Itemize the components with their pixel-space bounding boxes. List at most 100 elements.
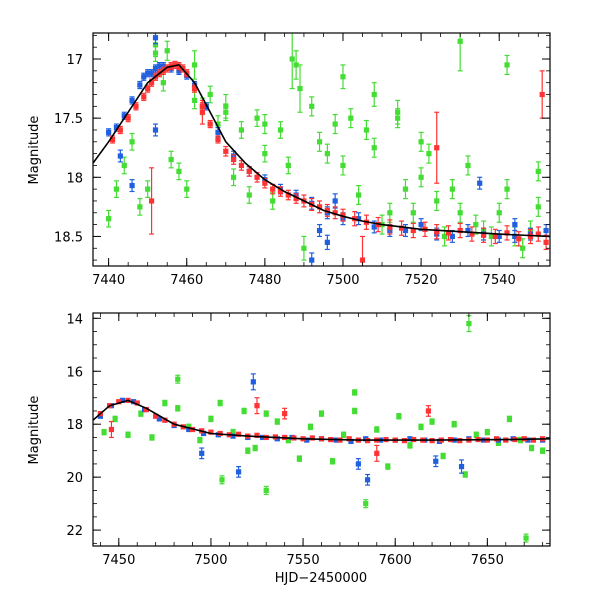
bottom-panel: 7450 7500 7550 7600 7650 14 16 18 20 22 Magnitude… (27, 312, 551, 586)
bottom-point-green (245, 448, 251, 454)
top-point-red (141, 94, 147, 100)
bottom-point-blue (348, 438, 354, 445)
top-point-green (207, 91, 213, 98)
bottom-point-green (112, 416, 118, 422)
top-point-red (238, 162, 245, 169)
top-point-green (113, 186, 120, 192)
bottom-point-green (451, 421, 457, 427)
top-point-green (402, 186, 409, 192)
top-point-red (469, 231, 475, 237)
top-point-red (434, 145, 440, 151)
top-point-red (492, 233, 498, 240)
bottom-x-tick-label: 7650 (471, 553, 504, 568)
top-point-green (145, 186, 151, 192)
bottom-point-red (254, 432, 260, 438)
top-point-green (160, 80, 166, 86)
top-point-green (191, 62, 198, 68)
top-point-green (106, 216, 112, 222)
top-point-red (223, 148, 229, 154)
bottom-panel-frame (92, 312, 551, 547)
top-point-green (410, 210, 416, 216)
top-point-red (445, 230, 452, 236)
top-point-green (262, 121, 268, 127)
bottom-point-green (462, 471, 468, 478)
bottom-y-tick-label: 20 (66, 471, 83, 486)
top-point-green (488, 233, 495, 240)
bottom-point-green (101, 429, 107, 435)
top-x-tick-label: 7540 (483, 273, 516, 288)
bottom-point-blue (200, 430, 207, 437)
top-point-red (191, 85, 198, 92)
top-point-blue (324, 239, 330, 245)
top-point-blue (316, 227, 323, 234)
top-point-red (398, 225, 405, 231)
top-point-green (152, 42, 159, 48)
top-point-red (148, 198, 155, 204)
top-point-red (285, 192, 291, 198)
bottom-point-green (484, 429, 490, 435)
bottom-point-blue (250, 379, 256, 385)
top-point-green (254, 115, 260, 121)
top-point-green (164, 48, 170, 54)
top-point-green (246, 192, 252, 198)
top-point-red (293, 195, 299, 202)
top-point-blue (152, 127, 159, 133)
bottom-point-green (418, 424, 424, 430)
top-point-green (285, 162, 291, 169)
bottom-y-tick-label: 18 (66, 418, 83, 433)
top-point-green (223, 103, 229, 109)
top-point-green (348, 115, 354, 121)
bottom-point-green (341, 432, 347, 438)
top-point-blue (160, 63, 166, 69)
top-point-red (164, 65, 170, 72)
top-model-curve (93, 64, 550, 238)
bottom-point-red (143, 407, 150, 413)
top-point-red (535, 231, 541, 237)
top-point-blue (402, 227, 409, 234)
top-point-red (109, 136, 116, 143)
top-panel-frame (92, 32, 551, 267)
top-point-red (277, 188, 284, 195)
top-point-green (297, 85, 303, 92)
bottom-panel-marks (93, 315, 550, 543)
top-point-green (395, 109, 401, 115)
top-point-green (191, 97, 198, 104)
top-point-blue (215, 129, 221, 135)
bottom-point-red (254, 403, 260, 409)
top-point-green (371, 145, 377, 151)
top-y-tick-label: 17.5 (54, 112, 83, 127)
top-point-green (238, 127, 245, 133)
bottom-point-green (506, 416, 513, 422)
bottom-point-green (175, 405, 181, 411)
top-point-blue (449, 233, 455, 240)
top-point-blue (152, 35, 159, 41)
top-point-red (516, 236, 522, 242)
top-point-green (168, 156, 174, 163)
top-x-tick-label: 7500 (326, 273, 359, 288)
bottom-point-green (473, 432, 479, 438)
top-point-blue (113, 125, 120, 131)
bottom-point-green (252, 445, 258, 451)
bottom-model-curve (93, 399, 550, 441)
bottom-point-blue (130, 399, 137, 405)
bottom-point-green (274, 418, 280, 425)
top-panel-y-axis-title: Magnitude (27, 116, 42, 185)
top-point-blue (496, 233, 502, 240)
top-point-red (527, 233, 534, 240)
bottom-point-red (134, 400, 140, 406)
top-point-red (359, 257, 366, 263)
bottom-point-green (197, 437, 203, 443)
top-y-tick-label: 17 (66, 53, 83, 68)
top-point-blue (156, 63, 163, 69)
top-point-red (254, 174, 260, 180)
top-point-green (535, 204, 541, 210)
bottom-point-blue (458, 463, 465, 470)
bottom-point-red (108, 426, 115, 433)
bottom-point-green (407, 442, 413, 448)
bottom-point-blue (304, 437, 310, 443)
bottom-point-green (162, 400, 168, 406)
bottom-point-green (466, 320, 472, 327)
bottom-point-green (374, 426, 380, 433)
top-point-green (184, 186, 190, 192)
